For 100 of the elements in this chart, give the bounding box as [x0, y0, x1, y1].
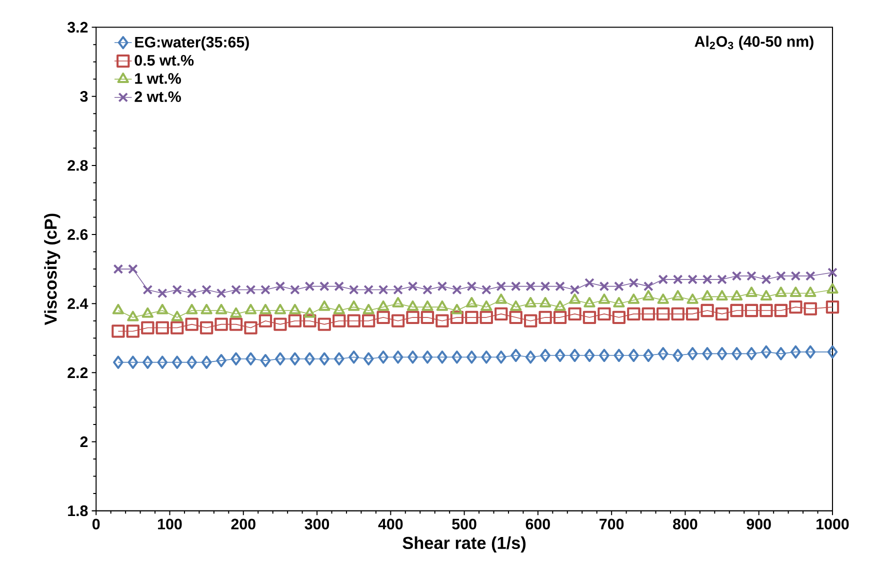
point	[246, 284, 256, 295]
point	[495, 294, 507, 304]
point	[524, 314, 538, 328]
point	[157, 356, 168, 370]
point	[481, 284, 492, 295]
point	[730, 304, 744, 318]
point	[274, 304, 286, 314]
point	[642, 308, 655, 321]
point	[200, 304, 212, 314]
point	[466, 282, 477, 292]
legend-label: 2 wt.%	[134, 91, 181, 102]
point	[260, 284, 270, 295]
point	[376, 310, 390, 324]
point	[318, 318, 331, 332]
point	[568, 308, 582, 321]
point	[760, 290, 772, 301]
point	[510, 348, 522, 362]
point	[289, 304, 301, 314]
point	[805, 271, 816, 282]
point	[275, 282, 286, 292]
point	[481, 350, 492, 364]
point	[584, 348, 595, 362]
x-tick-label: 500	[452, 518, 476, 530]
point	[686, 308, 700, 321]
x-tick-label: 200	[231, 518, 256, 530]
point	[126, 324, 140, 338]
point	[378, 350, 388, 364]
point	[790, 286, 802, 298]
point	[496, 350, 506, 364]
point	[334, 352, 344, 366]
point	[420, 310, 434, 324]
point	[598, 308, 611, 321]
point	[480, 310, 493, 324]
point	[584, 297, 596, 308]
point	[246, 352, 256, 366]
point	[186, 304, 198, 314]
point	[658, 347, 668, 360]
point	[539, 297, 552, 308]
y-tick-label: 2.8	[68, 160, 88, 171]
point	[732, 271, 742, 282]
point	[422, 300, 434, 311]
point	[275, 352, 286, 366]
point	[658, 274, 668, 285]
point	[656, 308, 670, 321]
x-tick-label: 700	[600, 518, 624, 530]
y-axis-title: Viscosity (cP)	[44, 214, 60, 326]
point	[761, 274, 772, 285]
x-tick-label: 100	[158, 518, 182, 530]
point	[142, 308, 154, 318]
point	[436, 314, 449, 328]
point	[156, 321, 169, 335]
point	[627, 308, 640, 321]
point	[406, 310, 420, 324]
point	[172, 356, 182, 370]
point	[466, 350, 477, 364]
point	[599, 348, 610, 362]
point	[422, 350, 433, 364]
point	[746, 271, 756, 282]
y-tick-label: 2.6	[68, 229, 88, 240]
point	[582, 310, 596, 324]
point	[744, 304, 758, 318]
point	[643, 348, 654, 362]
point	[333, 304, 345, 314]
point	[761, 346, 772, 359]
x-tick-label: 0	[92, 518, 100, 530]
point	[554, 348, 566, 362]
point	[112, 304, 124, 314]
y-tick-label: 2	[80, 436, 88, 448]
point	[258, 314, 272, 328]
point	[642, 290, 654, 301]
point	[510, 282, 521, 292]
point	[304, 282, 315, 292]
point	[688, 274, 698, 285]
point	[348, 350, 360, 364]
point	[570, 348, 580, 362]
point	[186, 356, 198, 370]
point	[790, 346, 801, 359]
point	[538, 310, 552, 324]
point	[260, 304, 272, 314]
point	[804, 302, 817, 316]
point	[186, 288, 197, 298]
point	[113, 264, 124, 274]
x-tick-label: 400	[378, 518, 403, 530]
point	[568, 294, 581, 304]
point	[716, 290, 728, 301]
y-tick-label: 1.8	[68, 506, 88, 516]
point	[215, 304, 228, 314]
point	[128, 356, 138, 370]
point	[584, 278, 594, 288]
point	[613, 297, 625, 308]
point	[157, 288, 168, 298]
point	[746, 286, 758, 298]
point	[628, 294, 640, 304]
point	[774, 304, 788, 318]
x-tick-label: 1000	[816, 518, 849, 530]
point	[437, 282, 448, 292]
point	[347, 314, 360, 328]
point	[554, 300, 566, 311]
point	[614, 282, 624, 292]
point	[288, 314, 302, 328]
